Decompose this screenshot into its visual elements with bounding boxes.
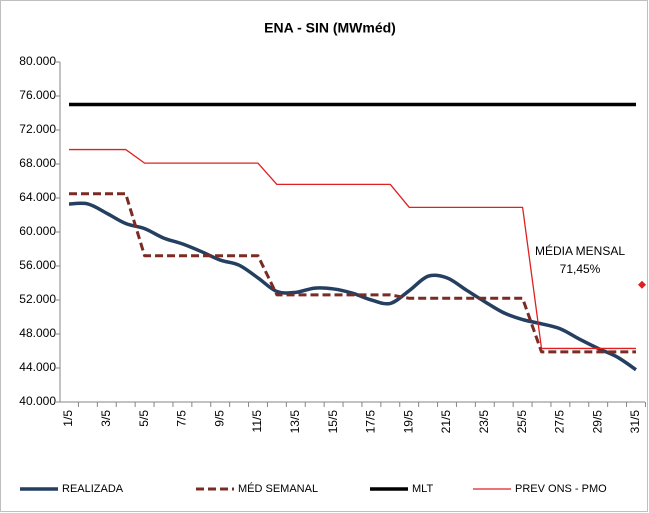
x-tick-label: 7/5 [175,410,189,427]
x-tick-label: 11/5 [250,410,264,433]
x-tick-label: 1/5 [61,410,75,427]
x-tick-label: 21/5 [439,410,453,434]
y-tick-label: 44.000 [19,360,56,374]
x-tick-label: 5/5 [137,410,151,427]
y-tick-label: 60.000 [19,224,56,238]
x-tick-label: 9/5 [212,410,226,427]
x-tick-label: 15/5 [326,410,340,434]
x-tick-label: 19/5 [401,410,415,434]
y-tick-label: 80.000 [19,54,56,68]
series-line [68,201,637,372]
y-tick-label: 40.000 [19,394,56,408]
legend-label: MÉD SEMANAL [238,482,318,495]
x-tick-label: 17/5 [364,410,378,434]
y-tick-label: 48.000 [19,326,56,340]
x-tick-label: 13/5 [288,410,302,434]
x-tick-label: 27/5 [553,410,567,434]
x-tick-label: 25/5 [515,410,529,434]
x-tick-label: 23/5 [477,410,491,434]
x-tick-label: 29/5 [590,410,604,434]
annotation-marker [638,280,646,289]
y-tick-label: 72.000 [19,122,56,136]
series-line [69,192,636,354]
y-tick-label: 56.000 [19,258,56,272]
legend-label: PREV ONS - PMO [515,483,607,495]
annotation-text: 71,45% [560,262,601,276]
legend-label: REALIZADA [62,483,124,495]
x-tick-label: 31/5 [628,410,642,434]
legend-label: MLT [412,483,433,495]
annotation-text: MÉDIA MENSAL [535,243,625,258]
series-line [69,148,636,350]
y-tick-label: 68.000 [19,156,56,170]
x-tick-label: 3/5 [99,410,113,427]
y-tick-label: 52.000 [19,292,56,306]
y-tick-label: 64.000 [19,190,56,204]
y-tick-label: 76.000 [19,88,56,102]
chart-title: ENA - SIN (MWméd) [264,20,396,36]
